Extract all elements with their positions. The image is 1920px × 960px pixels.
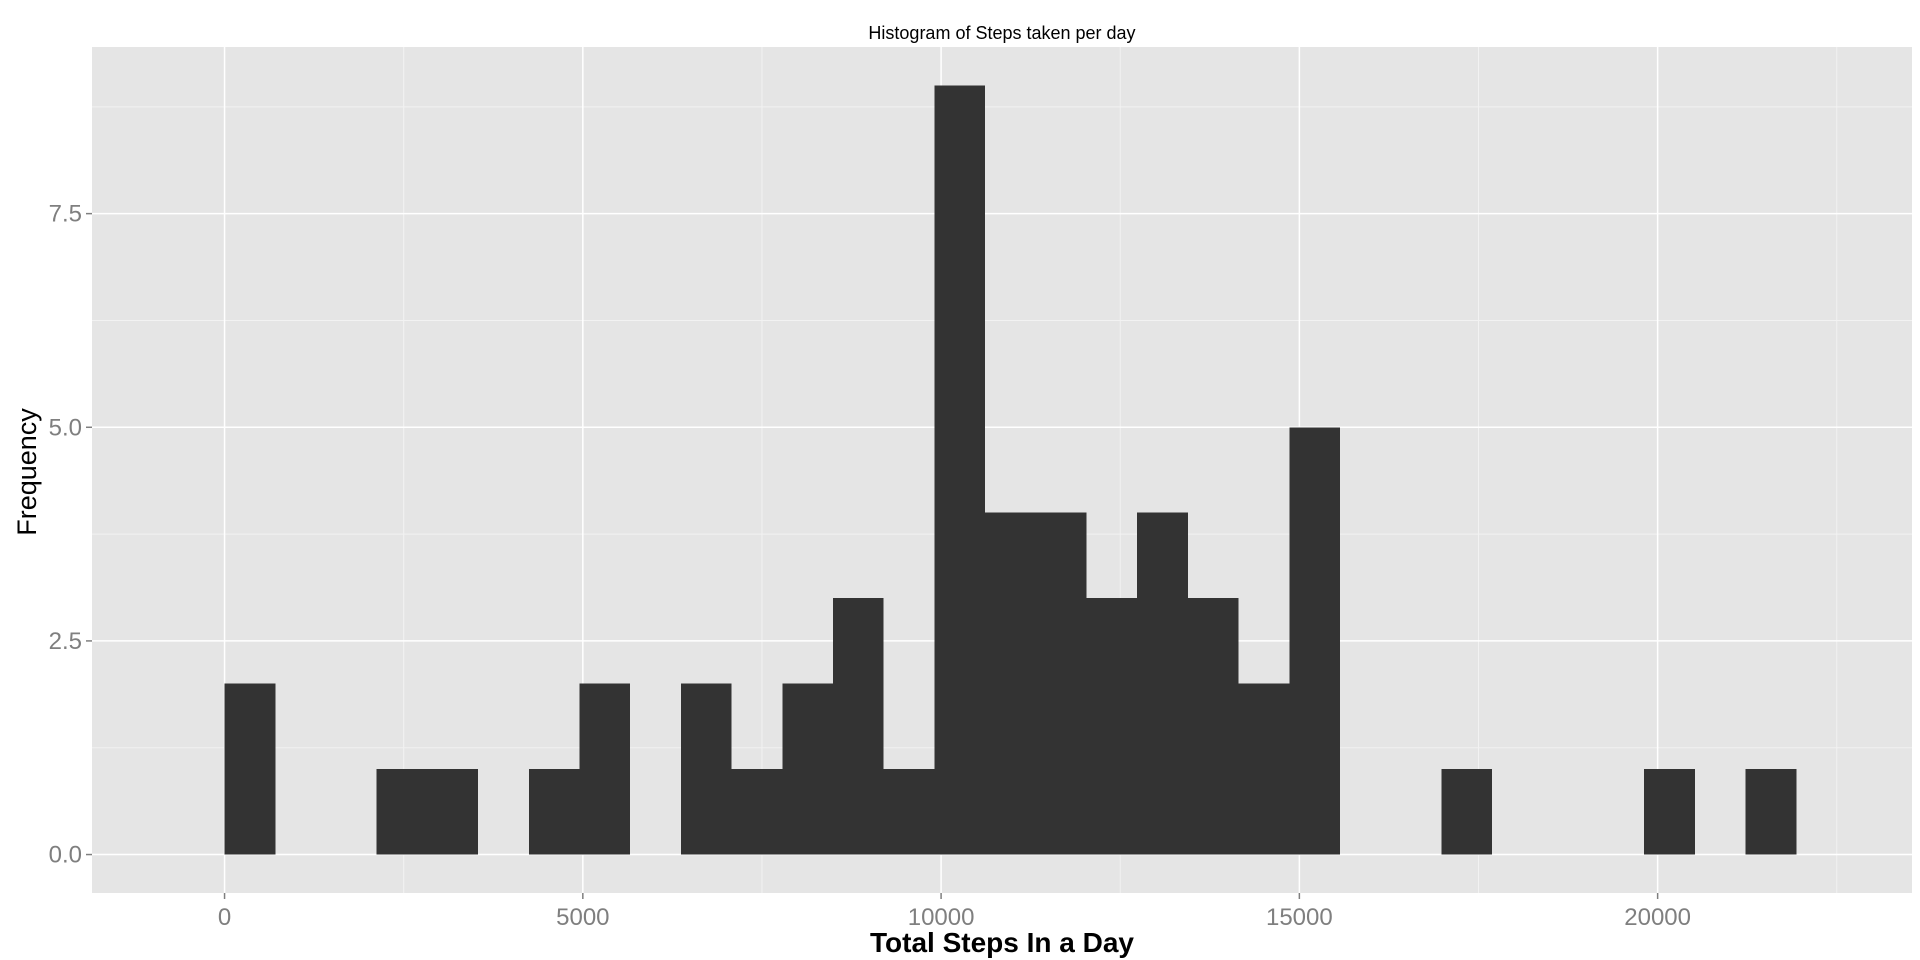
histogram-bar [782,683,833,855]
y-axis-label: Frequency [12,408,42,536]
histogram-bar [427,769,479,855]
histogram-bar [680,683,732,855]
histogram-bar [1035,512,1087,855]
histogram-bar [1137,512,1188,855]
histogram-bars [224,85,1797,855]
histogram-bar [883,769,935,855]
x-tick-label: 15000 [1266,904,1333,931]
x-axis-ticks: 0 5000 10000 15000 20000 [218,893,1691,931]
y-tick-label: 7.5 [49,201,82,228]
chart-title: Histogram of Steps taken per day [868,23,1135,43]
x-axis-label: Total Steps In a Day [870,927,1134,958]
histogram-bar [1745,769,1797,855]
histogram-bar [934,85,986,855]
y-axis-ticks: 0.0 2.5 5.0 7.5 [49,201,92,869]
histogram-bar [224,683,276,855]
histogram-bar [1086,598,1138,855]
y-tick-label: 0.0 [49,842,82,869]
histogram-bar [1644,769,1695,855]
histogram-bar [1289,427,1341,855]
histogram-bar [579,683,631,855]
histogram-bar [832,598,884,855]
x-tick-label: 10000 [908,904,975,931]
x-tick-label: 20000 [1624,904,1691,931]
histogram-bar [985,512,1036,855]
y-tick-label: 5.0 [49,414,82,441]
histogram-bar [1238,683,1290,855]
histogram-bar [1187,598,1239,855]
histogram-bar [528,769,580,855]
histogram-bar [1441,769,1493,855]
histogram-bar [376,769,428,855]
x-tick-label: 0 [218,904,231,931]
y-tick-label: 2.5 [49,628,82,655]
x-tick-label: 5000 [556,904,609,931]
histogram-bar [731,769,783,855]
